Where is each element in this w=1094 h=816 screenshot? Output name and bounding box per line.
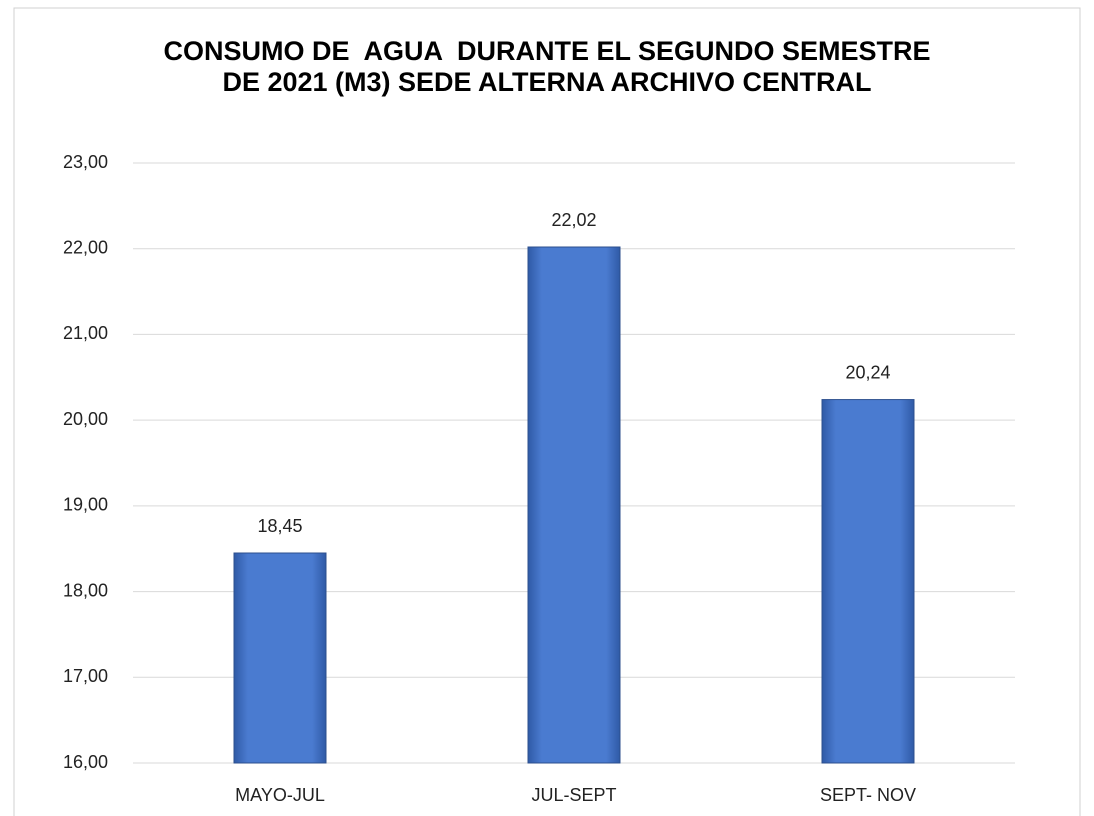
y-tick-label: 22,00 xyxy=(63,237,108,257)
x-tick-label: MAYO-JUL xyxy=(235,785,325,805)
y-tick-label: 21,00 xyxy=(63,323,108,343)
y-tick-label: 20,00 xyxy=(63,409,108,429)
data-label: 18,45 xyxy=(257,516,302,536)
y-tick-label: 23,00 xyxy=(63,152,108,172)
bar xyxy=(821,399,915,764)
x-tick-label: JUL-SEPT xyxy=(531,785,616,805)
chart-border xyxy=(13,7,1081,816)
x-tick-label: SEPT- NOV xyxy=(820,785,916,805)
chart-title: CONSUMO DE AGUA DURANTE EL SEGUNDO SEMES… xyxy=(163,36,939,97)
y-tick-label: 16,00 xyxy=(63,752,108,772)
bar xyxy=(233,552,327,764)
y-tick-label: 18,00 xyxy=(63,580,108,600)
bar xyxy=(527,246,621,764)
y-tick-label: 19,00 xyxy=(63,495,108,515)
y-tick-label: 17,00 xyxy=(63,666,108,686)
data-label: 20,24 xyxy=(845,362,890,382)
data-label: 22,02 xyxy=(551,210,596,230)
